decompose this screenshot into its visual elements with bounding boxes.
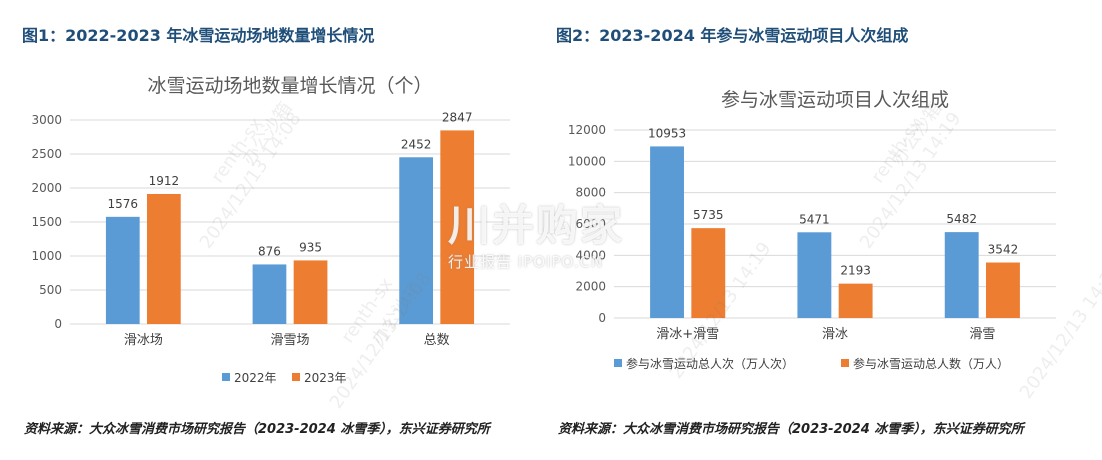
y-tick-label: 6000 (575, 217, 606, 231)
data-label: 3542 (988, 243, 1019, 257)
x-tick-label: 总数 (424, 333, 450, 348)
legend-label: 参与冰雪运动总人次（万人次） (626, 356, 794, 371)
x-tick-label: 滑雪场 (270, 333, 309, 348)
bar (691, 228, 726, 318)
data-label: 5471 (799, 212, 830, 226)
legend-swatch (222, 373, 230, 381)
y-tick-label: 2000 (31, 181, 62, 195)
source-note-2: 资料来源：大众冰雪消费市场研究报告（2023-2024 冰雪季），东兴证券研究所 (558, 422, 1024, 437)
y-tick-label: 2000 (575, 280, 606, 294)
data-label: 5735 (693, 208, 724, 222)
data-label: 10953 (648, 126, 686, 140)
bar (440, 130, 475, 324)
bar (147, 193, 181, 324)
x-tick-label: 滑冰 (822, 327, 848, 342)
y-tick-label: 8000 (575, 186, 606, 200)
y-tick-label: 4000 (575, 248, 606, 262)
x-tick-label: 滑雪 (969, 327, 995, 342)
legend-swatch (841, 359, 849, 367)
venue-growth-chart: 冰雪运动场地数量增长情况（个） 0 500 1000 1500 2000 2500 3000 1… (31, 75, 510, 385)
y-tick-label: 500 (39, 283, 62, 297)
source-note-1: 资料来源：大众冰雪消费市场研究报告（2023-2024 冰雪季），东兴证券研究所 (24, 422, 490, 437)
figure-1-title: 图1：2022-2023 年冰雪运动场地数量增长情况 (22, 26, 375, 45)
y-tick-label: 10000 (568, 154, 606, 168)
legend-label: 2023年 (304, 371, 347, 385)
participation-chart: 参与冰雪运动项目人次组成 0 2000 4000 6000 8000 10000 12000 1… (568, 89, 1056, 371)
bar (105, 216, 140, 324)
chart-title: 冰雪运动场地数量增长情况（个） (147, 75, 432, 97)
data-label: 935 (299, 240, 322, 254)
bar (650, 146, 684, 318)
bar (797, 232, 832, 318)
data-label: 1912 (149, 174, 180, 188)
y-tick-label: 1000 (31, 249, 62, 263)
data-label: 876 (258, 244, 281, 258)
y-tick-label: 1500 (31, 215, 62, 229)
data-label: 2452 (401, 137, 432, 151)
y-tick-label: 12000 (568, 123, 606, 137)
x-tick-label: 滑冰+滑雪 (656, 327, 719, 342)
legend-swatch (614, 359, 622, 367)
legend-swatch (292, 373, 300, 381)
legend-label: 参与冰雪运动总人数（万人） (853, 356, 1009, 371)
bar (252, 264, 287, 324)
data-label: 2847 (442, 110, 473, 124)
bar (399, 157, 433, 324)
y-tick-label: 2500 (31, 147, 62, 161)
y-tick-label: 0 (54, 317, 62, 331)
data-label: 1576 (108, 197, 139, 211)
data-label: 5482 (946, 212, 977, 226)
figure-2-title: 图2：2023-2024 年参与冰雪运动项目人次组成 (556, 26, 909, 45)
x-tick-label: 滑冰场 (124, 333, 163, 348)
bar (293, 260, 328, 324)
chart-title: 参与冰雪运动项目人次组成 (721, 89, 949, 111)
bar (986, 262, 1020, 318)
y-tick-label: 3000 (31, 113, 62, 127)
y-tick-label: 0 (598, 311, 606, 325)
bar (838, 283, 873, 318)
data-label: 2193 (840, 264, 871, 278)
bar (944, 232, 979, 318)
legend-label: 2022年 (234, 371, 277, 385)
